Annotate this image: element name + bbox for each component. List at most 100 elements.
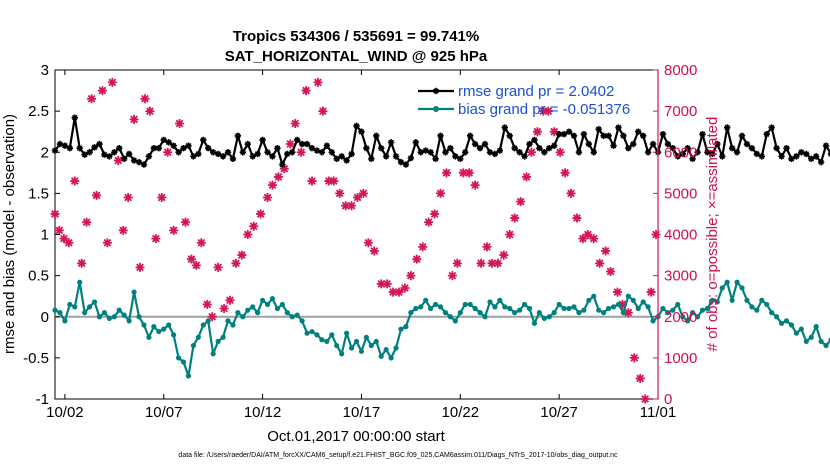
obs-marker [538,106,548,116]
left-tick-label: -0.5 [23,350,49,367]
bias-point [442,310,449,316]
obs-count-point [169,225,179,235]
obs-marker [406,271,416,281]
bias-point [467,301,473,308]
obs-marker [243,230,253,239]
rmse-point [111,149,118,156]
obs-count-point [601,246,611,256]
obs-marker [595,258,605,268]
rmse-point [447,144,454,152]
rmse-point [462,149,469,156]
obs-count-point [400,283,410,293]
obs-count-point [231,258,241,268]
obs-marker [59,234,69,244]
legend-label-rmse: rmse grand pr = 2.0402 [458,83,614,100]
obs-count-point [324,176,334,186]
bias-point [581,307,587,313]
bias-point [309,328,315,335]
rmse-point [328,149,335,156]
obs-count-point [424,217,434,227]
obs-count-point [50,209,60,219]
rmse-point [442,149,449,156]
obs-count-point [318,106,328,116]
bias-point [324,338,330,345]
bias-point [650,318,656,324]
obs-marker [388,287,398,297]
obs-marker [560,168,570,178]
obs-count-point [382,279,392,289]
bias-point [803,338,809,345]
bias-point [348,345,355,351]
obs-count-point [113,155,123,165]
bias-point [96,314,103,320]
obs-count-point [388,287,398,297]
bias-point [576,310,582,316]
rmse-point [140,161,148,168]
rmse-point [135,158,143,166]
x-tick-label: 10/12 [244,404,282,421]
x-axis-label: Oct.01,2017 00:00:00 start [267,428,445,445]
rmse-point [120,155,128,163]
obs-marker [430,209,440,219]
bias-point [788,322,795,328]
obs-count-point [595,258,605,268]
obs-count-point [617,299,627,309]
bias-point [487,299,493,305]
obs-count-point [487,258,497,268]
obs-count-point [163,147,173,157]
rmse-point [363,144,370,152]
obs-marker [213,262,223,272]
rmse-point [704,149,711,156]
bias-point [86,304,93,310]
rmse-point [748,144,756,152]
bias-point [368,342,374,349]
right-tick-label: 1000 [664,350,697,367]
rmse-point [575,149,583,156]
bias-point [363,334,369,340]
bias-point [685,318,691,324]
obs-count-point [118,225,128,235]
rmse-point [412,139,420,146]
obs-marker [526,147,536,157]
bias-point [472,305,478,312]
bias-point [344,330,350,336]
bias-point [250,304,256,310]
bias-point [428,305,434,312]
obs-count-point [572,213,582,223]
rmse-point [422,147,429,154]
bias-point [304,330,310,336]
obs-marker [493,258,503,268]
bias-point [334,342,340,349]
obs-count-point [335,188,345,198]
rmse-point [66,144,74,152]
bias-point [77,279,83,285]
rmse-point [86,149,93,156]
obs-count-point [123,192,133,202]
obs-count-point [64,238,74,248]
obs-count-point [505,230,515,239]
bias-point [798,326,804,332]
obs-marker [532,127,542,137]
bias-point [793,330,799,336]
x-tick-label: 10/07 [145,404,183,421]
obs-marker [522,172,532,182]
obs-marker [175,118,185,128]
bias-point [82,310,88,316]
obs-count-point [296,147,306,157]
rmse-point [452,153,459,160]
obs-count-point [267,180,277,190]
rmse-point [521,153,528,160]
bias-point [269,296,276,302]
bias-point [279,301,285,308]
bias-point [774,314,780,320]
obs-marker [394,287,404,297]
right-tick-label: 7000 [664,103,697,120]
obs-count-point [313,77,323,87]
obs-count-point [476,258,486,268]
rmse-point [555,130,563,138]
obs-marker [589,234,599,244]
rmse-point [150,144,158,152]
rmse-point [822,142,830,149]
obs-count-point [447,271,457,281]
obs-marker [452,258,462,268]
